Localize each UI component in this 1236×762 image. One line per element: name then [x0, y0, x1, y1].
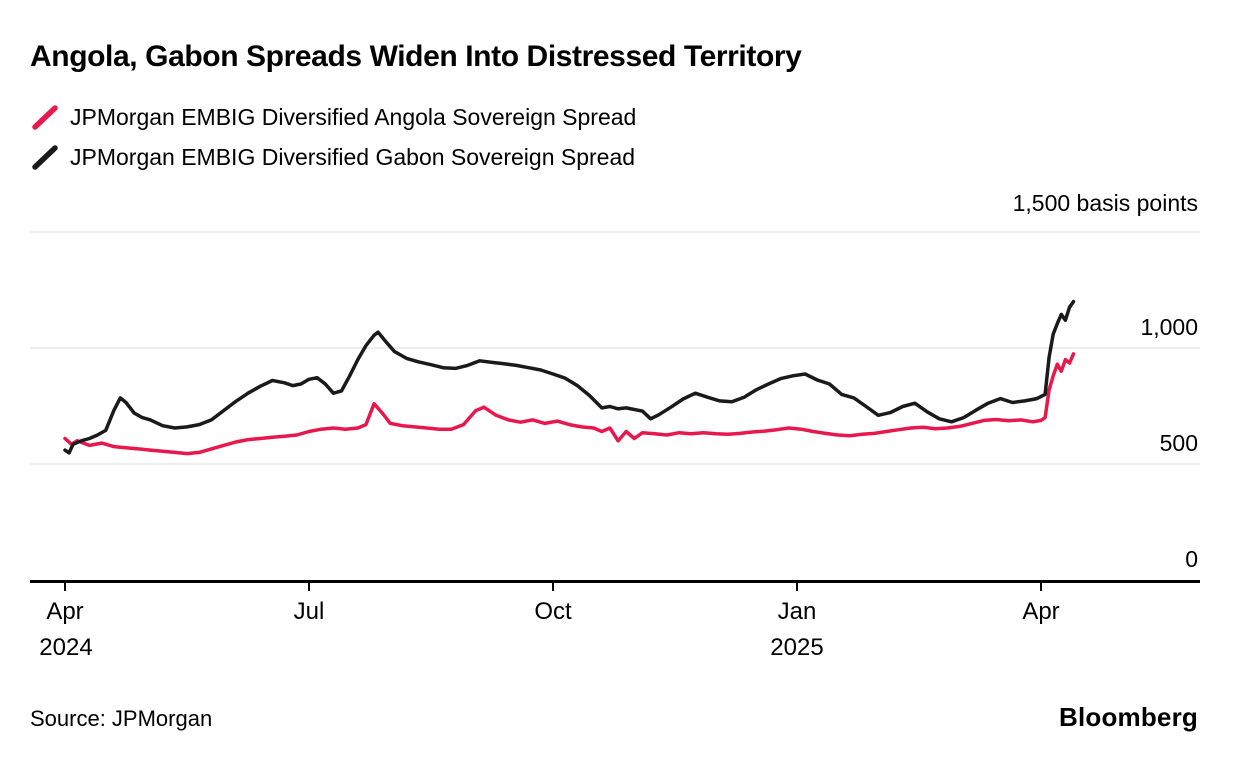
slash-line — [32, 105, 58, 130]
legend-label-angola: JPMorgan EMBIG Diversified Angola Sovere… — [70, 103, 637, 130]
x-tick-oct: Oct — [534, 598, 572, 625]
legend-label-gabon: JPMorgan EMBIG Diversified Gabon Soverei… — [70, 143, 636, 170]
x-tick-apr-2025: Apr — [1022, 598, 1060, 625]
gabon-series-line — [63, 299, 1076, 455]
legend: JPMorgan EMBIG Diversified Angola Sovere… — [30, 98, 636, 176]
x-tick-apr-2024: Apr — [46, 598, 84, 625]
legend-item-gabon: JPMorgan EMBIG Diversified Gabon Soverei… — [30, 138, 636, 176]
x-year-2025: 2025 — [770, 634, 824, 661]
bloomberg-logo: Bloomberg — [1058, 702, 1198, 732]
chart-title: Angola, Gabon Spreads Widen Into Distres… — [30, 40, 802, 73]
source-note: Source: JPMorgan — [30, 706, 213, 731]
angola-series-line — [63, 352, 1076, 456]
x-year-2024: 2024 — [39, 634, 93, 661]
angola-line-swatch-icon — [32, 105, 58, 130]
x-tick-jan: Jan — [777, 598, 817, 625]
gabon-line-swatch-icon — [32, 145, 58, 170]
y-tick-0: 0 — [1185, 546, 1198, 572]
y-tick-500: 500 — [1159, 430, 1198, 456]
y-axis-unit-label: 1,500 basis points — [1012, 190, 1198, 216]
x-tick-jul: Jul — [293, 598, 325, 625]
slash-line — [32, 145, 58, 170]
legend-item-angola: JPMorgan EMBIG Diversified Angola Sovere… — [30, 98, 636, 136]
plot-svg — [30, 231, 1200, 591]
y-tick-1000: 1,000 — [1140, 314, 1198, 340]
